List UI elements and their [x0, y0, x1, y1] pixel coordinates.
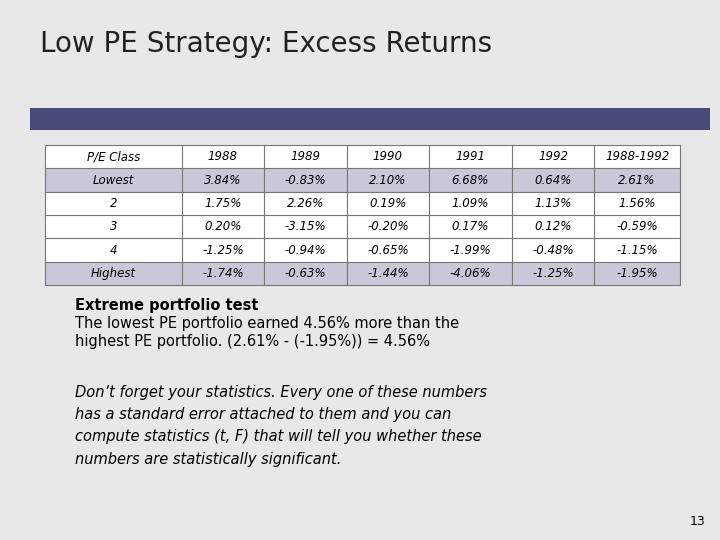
- Text: 2.61%: 2.61%: [618, 173, 656, 186]
- Text: -0.59%: -0.59%: [616, 220, 658, 233]
- Text: Highest: Highest: [91, 267, 136, 280]
- Text: -0.20%: -0.20%: [367, 220, 409, 233]
- Text: P/E Class: P/E Class: [86, 150, 140, 163]
- Text: highest PE portfolio. (2.61% - (-1.95%)) = 4.56%: highest PE portfolio. (2.61% - (-1.95%))…: [75, 334, 430, 349]
- Text: 6.68%: 6.68%: [451, 173, 489, 186]
- Bar: [45, 145, 680, 168]
- Bar: [45, 238, 680, 262]
- Text: 1988: 1988: [208, 150, 238, 163]
- Text: -0.83%: -0.83%: [284, 173, 326, 186]
- Text: Extreme portfolio test: Extreme portfolio test: [75, 298, 258, 313]
- Text: 2.26%: 2.26%: [287, 197, 324, 210]
- Text: -0.63%: -0.63%: [284, 267, 326, 280]
- Text: 1992: 1992: [538, 150, 568, 163]
- Text: -0.65%: -0.65%: [367, 244, 409, 256]
- Text: 2: 2: [109, 197, 117, 210]
- Text: 0.12%: 0.12%: [534, 220, 572, 233]
- Text: -3.15%: -3.15%: [284, 220, 326, 233]
- Text: 1.13%: 1.13%: [534, 197, 572, 210]
- Text: -4.06%: -4.06%: [449, 267, 491, 280]
- Text: 1990: 1990: [373, 150, 403, 163]
- Text: 0.17%: 0.17%: [451, 220, 489, 233]
- Text: 1.09%: 1.09%: [451, 197, 489, 210]
- Bar: [45, 262, 680, 285]
- Text: 0.20%: 0.20%: [204, 220, 241, 233]
- Bar: [45, 192, 680, 215]
- Text: -0.94%: -0.94%: [284, 244, 326, 256]
- Bar: [45, 215, 680, 238]
- Text: -1.74%: -1.74%: [202, 267, 243, 280]
- Bar: [30, 108, 710, 130]
- Text: -1.44%: -1.44%: [367, 267, 409, 280]
- Text: 2.10%: 2.10%: [369, 173, 407, 186]
- Text: The lowest PE portfolio earned 4.56% more than the: The lowest PE portfolio earned 4.56% mor…: [75, 316, 459, 331]
- Text: 1.56%: 1.56%: [618, 197, 656, 210]
- Text: 1991: 1991: [456, 150, 485, 163]
- Text: 3.84%: 3.84%: [204, 173, 241, 186]
- Text: 0.64%: 0.64%: [534, 173, 572, 186]
- Text: 0.19%: 0.19%: [369, 197, 407, 210]
- Text: -1.15%: -1.15%: [616, 244, 658, 256]
- Text: 13: 13: [689, 515, 705, 528]
- Text: 3: 3: [109, 220, 117, 233]
- Text: 1989: 1989: [290, 150, 320, 163]
- Text: -1.25%: -1.25%: [202, 244, 243, 256]
- Text: 1.75%: 1.75%: [204, 197, 241, 210]
- Text: Low PE Strategy: Excess Returns: Low PE Strategy: Excess Returns: [40, 30, 492, 58]
- Text: -0.48%: -0.48%: [532, 244, 574, 256]
- Text: Lowest: Lowest: [93, 173, 134, 186]
- Bar: [45, 168, 680, 192]
- Text: 4: 4: [109, 244, 117, 256]
- Text: -1.95%: -1.95%: [616, 267, 658, 280]
- Text: 1988-1992: 1988-1992: [605, 150, 670, 163]
- Text: -1.99%: -1.99%: [449, 244, 491, 256]
- Text: -1.25%: -1.25%: [532, 267, 574, 280]
- Text: Don’t forget your statistics. Every one of these numbers
has a standard error at: Don’t forget your statistics. Every one …: [75, 385, 487, 467]
